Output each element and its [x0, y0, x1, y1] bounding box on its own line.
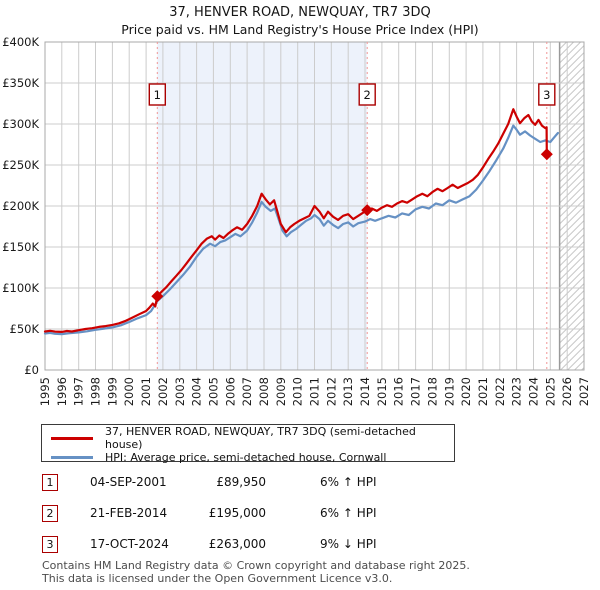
- sale-date: 17-OCT-2024: [90, 537, 169, 551]
- svg-text:2020: 2020: [459, 377, 473, 406]
- sale-price: £263,000: [208, 537, 266, 551]
- sale-number-badge: 2: [42, 505, 58, 522]
- svg-text:2007: 2007: [240, 377, 254, 406]
- sale-label-box-3: [538, 83, 556, 106]
- svg-text:2012: 2012: [324, 377, 338, 406]
- svg-text:£400K: £400K: [2, 35, 39, 49]
- sale-label-box-2: [358, 83, 376, 106]
- svg-text:2015: 2015: [375, 377, 389, 406]
- copyright-footer: Contains HM Land Registry data © Crown c…: [42, 559, 470, 585]
- svg-text:2025: 2025: [543, 377, 557, 406]
- sale-hpi-delta: 6% ↑ HPI: [320, 475, 377, 489]
- svg-text:2011: 2011: [308, 377, 322, 406]
- sale-price: £195,000: [208, 506, 266, 520]
- svg-text:1997: 1997: [72, 377, 86, 406]
- svg-text:2008: 2008: [257, 377, 271, 406]
- legend-item-hpi: HPI: Average price, semi-detached house,…: [42, 451, 454, 464]
- y-axis-labels: £0 £50K £100K £150K £200K £250K £300K £350K £400…: [2, 35, 39, 377]
- sale-table-row: 2 21-FEB-2014 £195,000 6% ↑ HPI: [42, 505, 562, 524]
- svg-text:2004: 2004: [190, 377, 204, 406]
- svg-text:2023: 2023: [510, 377, 524, 406]
- sale-label-number-1: 1: [154, 88, 161, 102]
- svg-text:1999: 1999: [105, 377, 119, 406]
- sale-hpi-delta: 9% ↓ HPI: [320, 537, 377, 551]
- svg-text:2017: 2017: [409, 377, 423, 406]
- footer-line-1: Contains HM Land Registry data © Crown c…: [42, 559, 470, 572]
- svg-text:2016: 2016: [392, 377, 406, 406]
- svg-text:2003: 2003: [173, 377, 187, 406]
- x-axis-labels: 1995 1996 1997 1998 1999 2000 2001 2002 2003 2004…: [38, 377, 591, 406]
- page-subtitle: Price paid vs. HM Land Registry's House …: [121, 22, 479, 37]
- sale-point-3: [540, 148, 553, 161]
- svg-text:2021: 2021: [476, 377, 490, 406]
- svg-text:£300K: £300K: [2, 117, 39, 131]
- svg-text:2000: 2000: [122, 377, 136, 406]
- svg-text:1998: 1998: [89, 377, 103, 406]
- legend-line-blue-icon: [51, 456, 93, 459]
- sale-number-badge: 3: [42, 536, 58, 553]
- svg-text:£0: £0: [24, 363, 39, 377]
- sale-table-row: 1 04-SEP-2001 £89,950 6% ↑ HPI: [42, 474, 562, 493]
- sale-date: 04-SEP-2001: [90, 475, 167, 489]
- svg-text:2024: 2024: [527, 377, 541, 406]
- sale-hpi-delta: 6% ↑ HPI: [320, 506, 377, 520]
- svg-text:2014: 2014: [358, 377, 372, 406]
- chart-legend: 37, HENVER ROAD, NEWQUAY, TR7 3DQ (semi-…: [41, 424, 455, 464]
- legend-label-hpi: HPI: Average price, semi-detached house,…: [105, 451, 387, 464]
- svg-text:2027: 2027: [577, 377, 591, 406]
- svg-text:2010: 2010: [291, 377, 305, 406]
- svg-text:2009: 2009: [274, 377, 288, 406]
- svg-text:£50K: £50K: [10, 322, 40, 336]
- legend-item-property: 37, HENVER ROAD, NEWQUAY, TR7 3DQ (semi-…: [42, 425, 454, 451]
- svg-text:£200K: £200K: [2, 199, 39, 213]
- svg-text:2001: 2001: [139, 377, 153, 406]
- svg-text:£350K: £350K: [2, 76, 39, 90]
- svg-text:£150K: £150K: [2, 240, 39, 254]
- svg-text:2019: 2019: [442, 377, 456, 406]
- sale-point-2: [361, 204, 374, 217]
- legend-label-property: 37, HENVER ROAD, NEWQUAY, TR7 3DQ (semi-…: [105, 425, 416, 451]
- svg-text:2022: 2022: [493, 377, 507, 406]
- sale-label-number-3: 3: [543, 88, 550, 102]
- sale-number-badge: 1: [42, 474, 58, 491]
- sale-label-box-1: [148, 83, 167, 106]
- legend-line-red-icon: [51, 436, 93, 440]
- future-hatch: [559, 41, 585, 371]
- series-line-property: [43, 108, 548, 333]
- page-title: 37, HENVER ROAD, NEWQUAY, TR7 3DQ: [169, 5, 431, 20]
- sale-price: £89,950: [216, 475, 266, 489]
- svg-text:2013: 2013: [341, 377, 355, 406]
- price-chart: £0 £50K £100K £150K £200K £250K £300K £350K £400…: [2, 35, 591, 406]
- svg-text:£250K: £250K: [2, 158, 39, 172]
- sale-table-row: 3 17-OCT-2024 £263,000 9% ↓ HPI: [42, 536, 562, 555]
- sale-label-number-2: 2: [364, 88, 371, 102]
- svg-text:1995: 1995: [38, 377, 52, 406]
- footer-line-2: This data is licensed under the Open Gov…: [42, 572, 393, 585]
- svg-text:2002: 2002: [156, 377, 170, 406]
- sale-point-1: [151, 290, 164, 303]
- svg-text:1996: 1996: [55, 377, 69, 406]
- svg-text:2018: 2018: [425, 377, 439, 406]
- svg-text:2006: 2006: [223, 377, 237, 406]
- svg-text:2026: 2026: [560, 377, 574, 406]
- plot-frame: [44, 41, 585, 371]
- svg-text:2005: 2005: [206, 377, 220, 406]
- sale-date: 21-FEB-2014: [90, 506, 168, 520]
- svg-text:£100K: £100K: [2, 281, 39, 295]
